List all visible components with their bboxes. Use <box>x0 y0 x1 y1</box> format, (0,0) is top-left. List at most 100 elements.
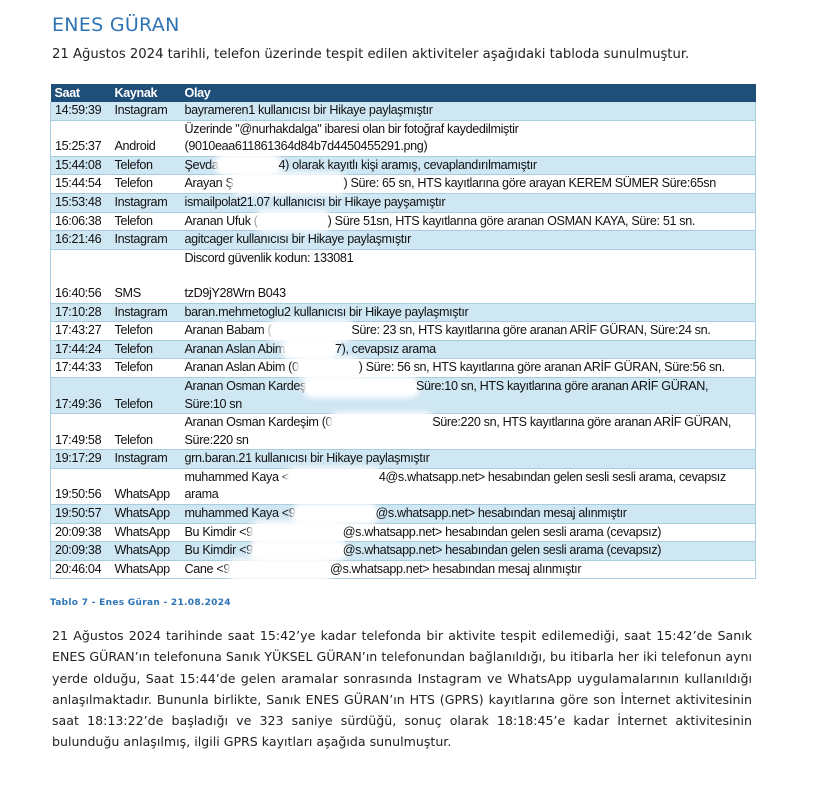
cell-time: 17:10:28 <box>50 303 111 323</box>
cell-source: Telefon <box>110 156 181 176</box>
event-text-rest: Süre: 23 sn, HTS kayıtlarına göre aranan… <box>351 323 711 338</box>
redaction-mark <box>233 177 344 192</box>
table-row: 15:53:48 Instagram ismailpolat21.07 kullan… <box>50 193 756 213</box>
cell-event: Cane <9 @s.whatsapp.net> hesabından mesaj… <box>180 560 756 580</box>
event-text: muhammed Kaya < <box>184 469 290 484</box>
cell-event: muhammed Kaya <4@s.whatsapp.net> hesabın… <box>180 468 756 506</box>
cell-event: Aranan Babam ( Süre: 23 sn, HTS kayıtları… <box>180 321 756 341</box>
cell-time: 14:59:39 <box>50 102 111 121</box>
table-row: 17:49:58 Telefon Aranan Osman Kardeşim (0 S… <box>50 413 756 451</box>
table-row: 15:44:54 Telefon Arayan Ş ) Süre: 65 sn, HT… <box>50 174 756 194</box>
cell-event: agitcager kullanıcısı bir Hikaye paylaşm… <box>180 230 756 250</box>
cell-source: WhatsApp <box>110 523 181 543</box>
event-text: Aranan Ufuk ( <box>184 213 259 228</box>
table-row: 20:09:38 WhatsApp Bu Kimdir <9 @s.whatsapp.… <box>50 523 756 543</box>
table-row: 15:44:08 Telefon Şevda 4) olarak kayıtlı ki… <box>50 156 756 176</box>
cell-source: Telefon <box>110 340 181 360</box>
event-text: agitcager kullanıcısı bir Hikaye paylaşm… <box>184 232 412 247</box>
event-text-rest: 7), cevapsız arama <box>334 341 436 356</box>
redaction-mark <box>332 415 433 430</box>
cell-event: muhammed Kaya <9 @s.whatsapp.net> hesabın… <box>180 504 756 524</box>
cell-event: Aranan Ufuk ( ) Süre 51sn, HTS kayıtların… <box>180 212 756 232</box>
cell-source: Instagram <box>110 102 181 121</box>
cell-event: Aranan Osman Kardeşim (0 Süre:220 sn, HTS… <box>180 413 756 451</box>
intro-text: 21 Ağustos 2024 tarihli, telefon üzerind… <box>52 47 690 62</box>
redaction-mark <box>257 214 328 229</box>
event-text: Cane <9 <box>184 561 231 576</box>
cell-event: Üzerinde "@nurhakdalga" ibaresi olan bir… <box>180 120 756 157</box>
table-row: 19:50:56 WhatsApp muhammed Kaya <4@s.whats… <box>50 468 756 506</box>
cell-time: 17:44:24 <box>50 340 111 360</box>
redaction-mark <box>295 506 376 521</box>
cell-source: WhatsApp <box>110 560 181 580</box>
cell-source: Telefon <box>110 413 181 451</box>
table-caption: Tablo 7 - Enes Güran - 21.08.2024 <box>50 598 231 608</box>
cell-event: Aranan Aslan Abim (0 ) Süre: 56 sn, HTS k… <box>180 358 756 378</box>
cell-source: SMS <box>110 249 181 304</box>
cell-time: 15:44:54 <box>50 174 111 194</box>
cell-time: 16:06:38 <box>50 212 111 232</box>
cell-event: Aranan Aslan Abim 7), cevapsız arama <box>180 340 756 360</box>
cell-event: bayrameren1 kullanıcısı bir Hikaye payla… <box>180 102 756 121</box>
cell-source: Instagram <box>110 303 181 323</box>
event-text: Arayan Ş <box>184 176 234 191</box>
redaction-mark <box>271 323 352 338</box>
event-text-rest: ) Süre 51sn, HTS kayıtlarına göre aranan… <box>327 213 696 228</box>
cell-time: 19:17:29 <box>50 449 111 469</box>
header-kaynak: Kaynak <box>110 84 181 102</box>
cell-time: 17:49:58 <box>50 413 111 451</box>
event-text-rest: ) Süre: 56 sn, HTS kayıtlarına göre aran… <box>358 360 725 375</box>
event-text: Aranan Aslan Abim <box>184 341 286 356</box>
redaction-mark <box>284 342 335 357</box>
event-text: Aranan Osman Kardeş <box>184 378 307 393</box>
cell-time: 15:53:48 <box>50 193 111 213</box>
event-text: muhammed Kaya <9 <box>184 506 296 521</box>
cell-source: Telefon <box>110 174 181 194</box>
event-text-rest: 4) olarak kayıtlı kişi aramış, cevapland… <box>278 157 537 172</box>
cell-time: 19:50:56 <box>50 468 111 506</box>
event-text-rest: @s.whatsapp.net> hesabından mesaj alınmı… <box>375 506 627 521</box>
table-row: 17:44:24 Telefon Aranan Aslan Abim 7), ceva… <box>50 340 756 360</box>
event-text-rest: tzD9jY28Wrn B043 <box>184 285 287 300</box>
cell-source: Telefon <box>110 377 181 415</box>
table-row: 19:50:57 WhatsApp muhammed Kaya <9 @s.whats… <box>50 504 756 524</box>
cell-source: Android <box>110 120 181 157</box>
cell-time: 19:50:57 <box>50 504 111 524</box>
event-text: Aranan Babam ( <box>184 323 272 338</box>
cell-source: Telefon <box>110 212 181 232</box>
event-text: Bu Kimdir <9 <box>184 543 254 558</box>
activity-table: Saat Kaynak Olay 14:59:39 Instagram bayram… <box>50 84 756 580</box>
event-text-rest: ) Süre: 65 sn, HTS kayıtlarına göre aray… <box>343 176 717 191</box>
cell-time: 17:49:36 <box>50 377 111 415</box>
event-text: Üzerinde "@nurhakdalga" ibaresi olan bir… <box>184 121 519 154</box>
cell-time: 16:21:46 <box>50 230 111 250</box>
event-text-rest: @s.whatsapp.net> hesabından mesaj alınmı… <box>330 561 582 576</box>
event-text: Şevda <box>184 157 219 172</box>
table-row: 16:06:38 Telefon Aranan Ufuk ( ) Süre 51sn,… <box>50 212 756 232</box>
event-text-rest: @s.whatsapp.net> hesabından gelen sesli … <box>342 524 662 539</box>
cell-time: 16:40:56 <box>50 249 111 304</box>
cell-source: Instagram <box>110 193 181 213</box>
cell-time: 20:46:04 <box>50 560 111 580</box>
event-text-rest: Süre:220 sn, HTS kayıtlarına göre aranan… <box>184 415 732 447</box>
cell-source: Telefon <box>110 321 181 341</box>
cell-event: Aranan Osman Kardeş Süre:10 sn, HTS kayıt… <box>180 377 756 415</box>
table-row: 17:44:33 Telefon Aranan Aslan Abim (0) Sür… <box>50 358 756 378</box>
redaction-mark <box>305 379 416 394</box>
header-olay: Olay <box>180 84 756 102</box>
event-text-rest: @s.whatsapp.net> hesabından gelen sesli … <box>342 543 662 558</box>
redaction-mark <box>288 470 379 485</box>
table-row: 17:49:36 Telefon Aranan Osman Kardeş Süre:1… <box>50 377 756 415</box>
cell-event: Şevda 4) olarak kayıtlı kişi aramış, ceva… <box>180 156 756 176</box>
event-text: Aranan Aslan Abim (0 <box>184 360 299 375</box>
cell-time: 15:44:08 <box>50 156 111 176</box>
cell-source: WhatsApp <box>110 504 181 524</box>
table-row: 16:40:56 SMS Discord güvenlik kodun: 13308… <box>50 249 756 304</box>
table-row: 17:43:27 Telefon Aranan Babam (Süre: 23 sn… <box>50 321 756 341</box>
cell-source: Instagram <box>110 449 181 469</box>
event-text: Discord güvenlik kodun: 133081 <box>184 250 354 265</box>
table-row: 20:46:04 WhatsApp Cane <9 @s.whatsapp.net> … <box>50 560 756 580</box>
redaction-mark <box>218 158 279 173</box>
table-header: Saat Kaynak Olay <box>50 84 756 102</box>
